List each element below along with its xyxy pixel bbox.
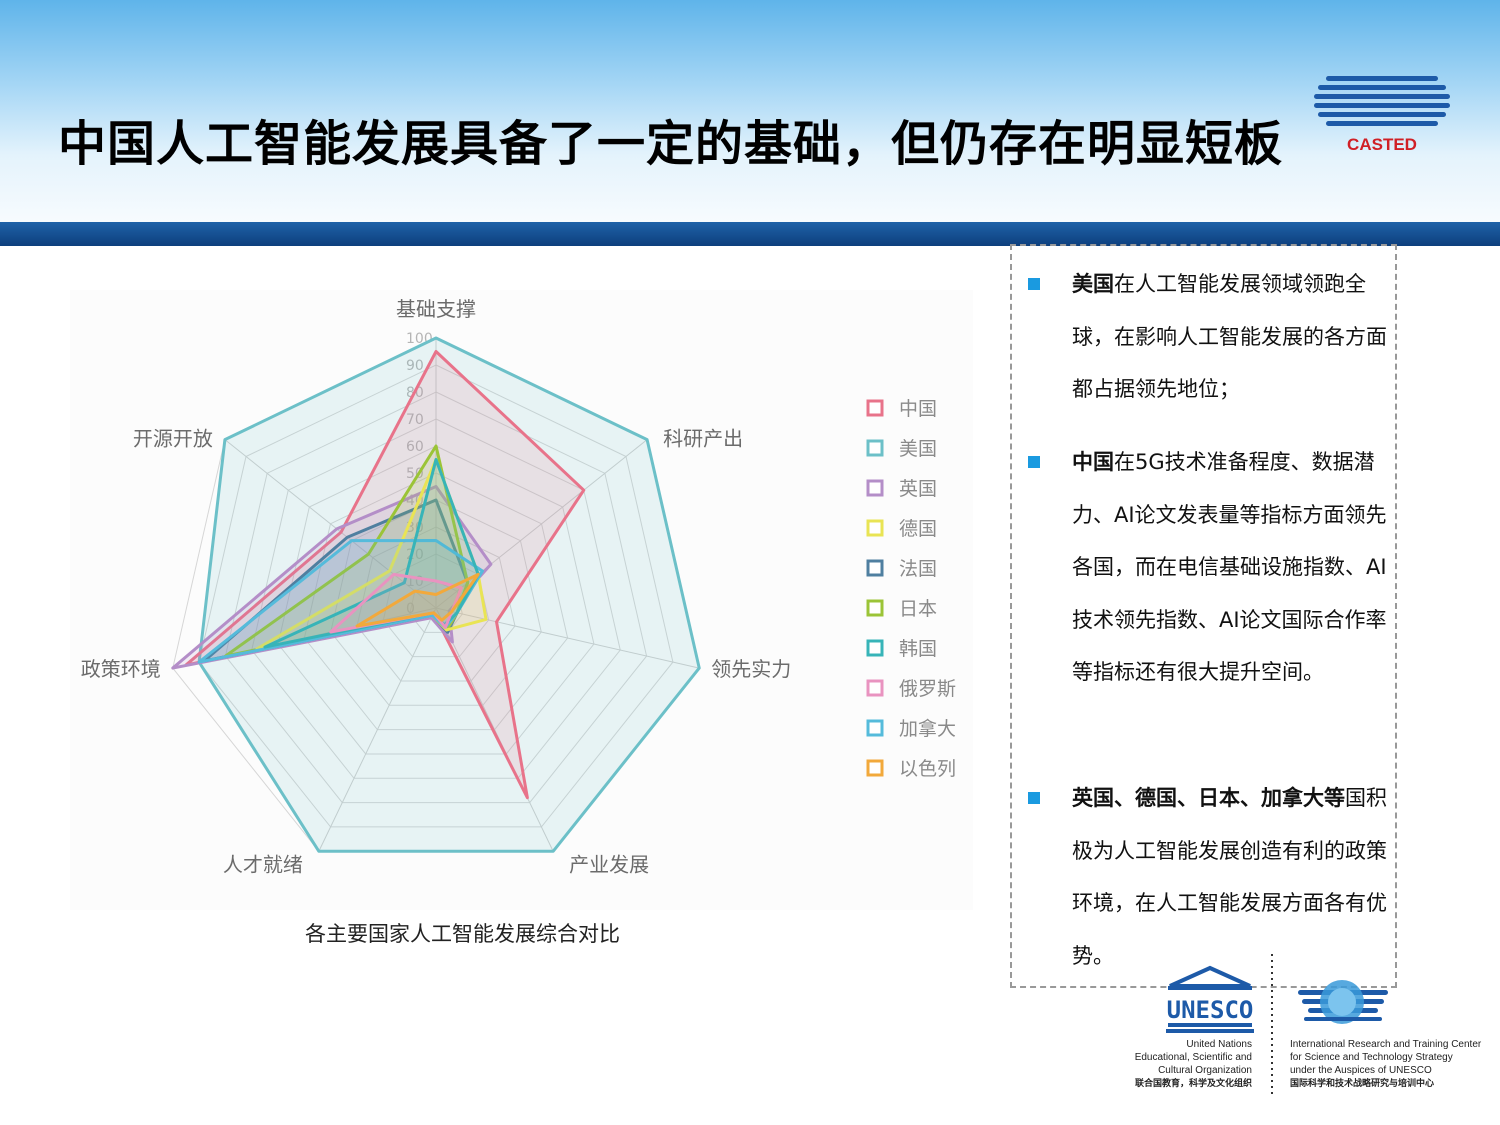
legend-label: 美国 <box>899 438 937 460</box>
grid-ring <box>303 472 569 731</box>
axis-label: 基础支撑 <box>396 297 476 321</box>
bullet-square-icon <box>1028 456 1040 468</box>
legend-swatch <box>866 439 884 457</box>
note-china-bold: 中国 <box>1072 450 1114 474</box>
legend-label: 中国 <box>899 398 937 420</box>
legend-swatch <box>866 679 884 697</box>
axis-label: 科研产出 <box>663 427 743 451</box>
legend-label: 韩国 <box>899 638 937 660</box>
grid-ring <box>224 391 648 804</box>
grid-spoke <box>224 439 437 609</box>
chart-caption: 各主要国家人工智能发展综合对比 <box>305 922 620 946</box>
tick-label: 60 <box>406 439 424 455</box>
casted-logo: CASTED <box>1314 76 1450 154</box>
irtc-caption: International Research and Training Cent… <box>1290 1038 1500 1090</box>
grid-ring <box>330 499 542 706</box>
unesco-logo: UNESCO <box>1166 965 1254 1033</box>
legend-swatch <box>866 599 884 617</box>
grid-ring <box>277 445 595 755</box>
note-others-text: 国积极为人工智能发展创造有利的政策环境，在人工智能发展方面各有优势。 <box>1072 786 1387 968</box>
grid-ring <box>251 418 621 779</box>
note-others-bold: 英国、德国、日本、加拿大等 <box>1072 786 1345 810</box>
tick-label: 70 <box>406 412 424 428</box>
irtc-line: for Science and Technology Strategy <box>1290 1052 1453 1063</box>
legend-label: 德国 <box>899 518 937 540</box>
note-china: 中国在5G技术准备程度、数据潜力、AI论文发表量等指标方面领先各国，而在电信基础… <box>1028 436 1390 699</box>
unesco-line: Educational, Scientific and <box>1134 1052 1252 1063</box>
radar-series <box>171 336 701 853</box>
axis-label: 政策环境 <box>81 657 161 681</box>
header-stripe <box>0 222 1500 246</box>
axis-label: 人才就绪 <box>223 852 303 876</box>
unesco-logo-text: UNESCO <box>1167 996 1254 1024</box>
note-others: 英国、德国、日本、加拿大等国积极为人工智能发展创造有利的政策环境，在人工智能发展… <box>1028 772 1390 982</box>
legend-label: 俄罗斯 <box>899 678 956 700</box>
tick-label: 90 <box>406 358 424 374</box>
legend-label: 法国 <box>899 558 937 580</box>
tick-label: 0 <box>406 601 415 617</box>
header-band <box>0 0 1500 222</box>
series-2 <box>171 485 493 670</box>
chart-panel: 0 10 20 30 40 50 60 70 80 90 100 基础支撑 科研产出 领先实力 产业发展人… <box>70 290 973 910</box>
bullet-square-icon <box>1028 278 1040 290</box>
irtc-line: under the Auspices of UNESCO <box>1290 1065 1432 1076</box>
note-china-text: 在5G技术准备程度、数据潜力、AI论文发表量等指标方面领先各国，而在电信基础设施… <box>1072 450 1387 684</box>
grid-spoke <box>435 607 554 852</box>
grid-ring <box>356 526 516 682</box>
grid-spoke <box>318 607 437 852</box>
axis-label: 领先实力 <box>711 657 791 681</box>
axis-label: 开源开放 <box>133 427 213 451</box>
legend-swatch <box>866 399 884 417</box>
irtc-line: International Research and Training Cent… <box>1290 1039 1482 1050</box>
irtc-cn-line: 国际科学和技术战略研究与培训中心 <box>1290 1078 1435 1088</box>
grid-ring <box>198 364 674 828</box>
legend-swatch <box>866 559 884 577</box>
axis-label: 产业发展 <box>569 852 649 876</box>
unesco-caption: United Nations Educational, Scientific a… <box>1120 1038 1252 1090</box>
casted-logo-text: CASTED <box>1347 135 1417 154</box>
legend-swatch <box>866 639 884 657</box>
footer-logos: UNESCO <box>1166 954 1388 1096</box>
grid-spoke <box>435 607 700 669</box>
irtc-logo <box>1298 980 1388 1024</box>
note-usa-bold: 美国 <box>1072 272 1114 296</box>
legend-label: 日本 <box>899 598 937 620</box>
slide-title: 中国人工智能发展具备了一定的基础，但仍存在明显短板 <box>58 116 1284 172</box>
legend-swatch <box>866 519 884 537</box>
legend-label: 英国 <box>899 478 937 500</box>
unesco-line: Cultural Organization <box>1158 1065 1252 1076</box>
unesco-cn-line: 联合国教育，科学及文化组织 <box>1134 1078 1252 1088</box>
note-usa: 美国在人工智能发展领域领跑全球，在影响人工智能发展的各方面都占据领先地位； <box>1028 258 1390 416</box>
series-1 <box>197 336 701 853</box>
legend-label: 加拿大 <box>899 717 956 740</box>
legend-swatch <box>866 719 884 737</box>
series-9 <box>355 572 480 628</box>
grid-spoke <box>435 439 648 609</box>
unesco-line: United Nations <box>1186 1039 1252 1050</box>
legend-label: 以色列 <box>899 758 956 780</box>
bullet-square-icon <box>1028 792 1040 804</box>
legend-swatch <box>866 759 884 777</box>
legend-swatch <box>866 479 884 497</box>
note-usa-text: 在人工智能发展领域领跑全球，在影响人工智能发展的各方面都占据领先地位； <box>1072 272 1387 401</box>
